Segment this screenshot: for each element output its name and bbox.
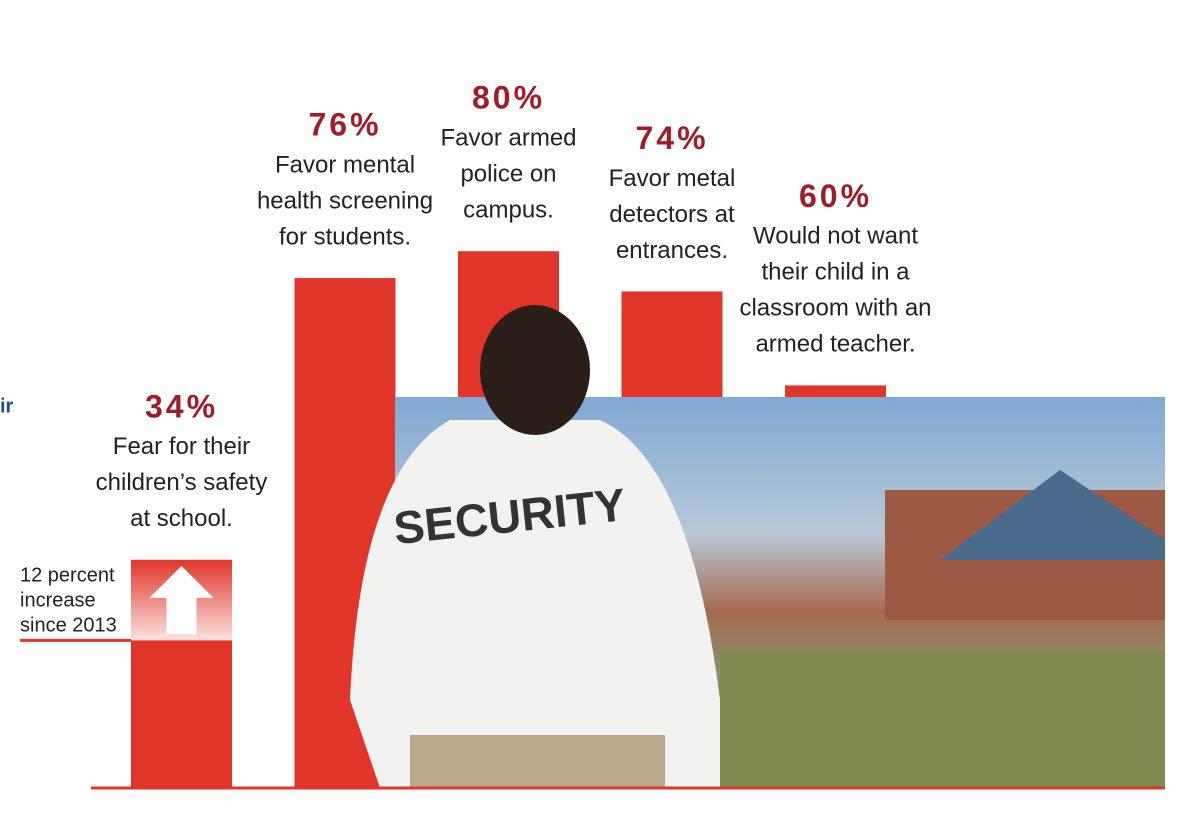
value-label: 34%	[145, 388, 218, 424]
category-label: for students.	[279, 223, 411, 250]
category-label: Favor mental	[275, 151, 415, 178]
category-label: detectors at	[609, 201, 735, 228]
annotation-text: 12 percent	[20, 565, 115, 587]
trousers	[410, 735, 665, 788]
category-label: Favor armed	[440, 125, 576, 152]
increase-arrow	[149, 565, 214, 635]
category-label: Would not want	[753, 223, 918, 250]
category-label: their child in a	[761, 259, 910, 286]
shirt	[350, 420, 720, 788]
value-label: 60%	[799, 178, 872, 214]
head	[480, 305, 590, 435]
category-label: Fear for their	[113, 433, 250, 460]
category-label: Favor metal	[609, 165, 736, 192]
roof	[940, 470, 1165, 560]
category-label: classroom with an	[739, 295, 931, 322]
category-label: at school.	[130, 505, 233, 532]
annotation-text: increase	[20, 590, 96, 612]
lawn	[720, 650, 1165, 788]
value-label: 74%	[635, 120, 708, 156]
category-label: campus.	[463, 197, 554, 224]
value-label: 80%	[472, 80, 545, 116]
category-label: entrances.	[616, 237, 728, 264]
photo	[350, 305, 1165, 788]
category-label: police on	[460, 161, 556, 188]
annotation-text: since 2013	[20, 615, 117, 637]
category-label: children’s safety	[96, 469, 268, 496]
value-label: 76%	[308, 106, 381, 142]
category-label: armed teacher.	[755, 331, 915, 358]
category-label: health screening	[257, 187, 433, 214]
edge-text: ir	[0, 395, 14, 417]
